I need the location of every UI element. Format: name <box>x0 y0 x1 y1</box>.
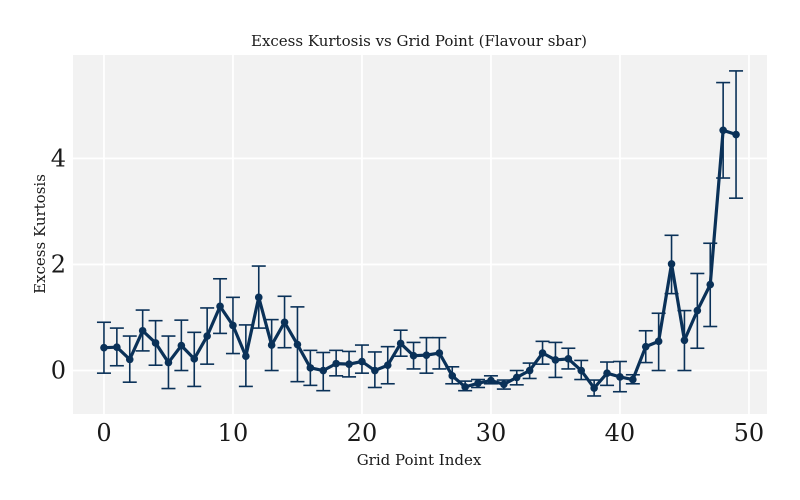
data-point <box>525 366 534 375</box>
data-point <box>654 337 663 346</box>
data-point <box>706 280 715 289</box>
data-point <box>371 366 379 375</box>
data-point <box>100 343 108 352</box>
data-point <box>216 302 224 311</box>
data-point <box>435 349 444 357</box>
data-point <box>396 339 405 348</box>
data-point <box>667 260 676 268</box>
data-point <box>229 321 237 330</box>
data-point <box>138 326 147 335</box>
data-point <box>383 361 392 370</box>
data-point <box>564 355 573 363</box>
data-point <box>254 293 263 302</box>
data-point <box>603 369 611 377</box>
data-point <box>177 341 186 350</box>
data-point <box>242 352 250 360</box>
x-tick-label: 10 <box>218 419 249 447</box>
grid-layer <box>73 55 767 414</box>
y-tick-label: 2 <box>51 250 66 278</box>
data-point <box>641 342 650 351</box>
data-point <box>680 336 689 345</box>
x-tick-labels: 0 10 20 30 40 50 <box>96 419 764 447</box>
data-point <box>151 339 160 347</box>
data-point <box>345 360 353 368</box>
data-point <box>280 318 289 327</box>
plot-area <box>73 55 767 414</box>
y-axis-label: Excess Kurtosis <box>31 174 49 294</box>
chart-title: Excess Kurtosis vs Grid Point (Flavour s… <box>251 32 587 50</box>
x-tick-label: 30 <box>476 419 507 447</box>
y-tick-labels: 0 2 4 <box>51 144 66 384</box>
data-point <box>306 364 315 372</box>
y-tick-label: 0 <box>51 357 66 385</box>
y-tick-label: 4 <box>51 144 66 172</box>
data-point <box>422 351 431 359</box>
data-point <box>719 126 727 135</box>
data-point <box>538 349 547 357</box>
x-tick-label: 50 <box>734 419 765 447</box>
data-point <box>461 383 469 391</box>
data-point <box>293 340 302 349</box>
data-point <box>125 355 134 364</box>
data-point <box>190 355 199 363</box>
data-point <box>551 356 560 364</box>
data-point <box>590 384 598 392</box>
data-point <box>164 358 173 367</box>
x-tick-label: 20 <box>347 419 378 447</box>
data-point <box>474 379 482 388</box>
data-point <box>629 375 637 384</box>
x-tick-label: 40 <box>605 419 636 447</box>
data-point <box>616 373 624 381</box>
data-point <box>319 366 328 375</box>
data-point <box>113 343 121 351</box>
data-points <box>100 126 740 392</box>
data-point <box>512 373 521 382</box>
data-point <box>267 341 276 349</box>
data-point <box>693 306 702 315</box>
data-point <box>409 351 418 360</box>
x-tick-label: 0 <box>96 419 111 447</box>
data-point <box>448 372 457 380</box>
data-point <box>203 332 211 340</box>
data-point <box>732 130 740 139</box>
data-point <box>500 380 508 389</box>
data-point <box>577 366 586 375</box>
x-axis-label: Grid Point Index <box>357 451 482 469</box>
data-point <box>358 357 366 366</box>
data-point <box>332 359 340 368</box>
data-point <box>487 376 495 385</box>
